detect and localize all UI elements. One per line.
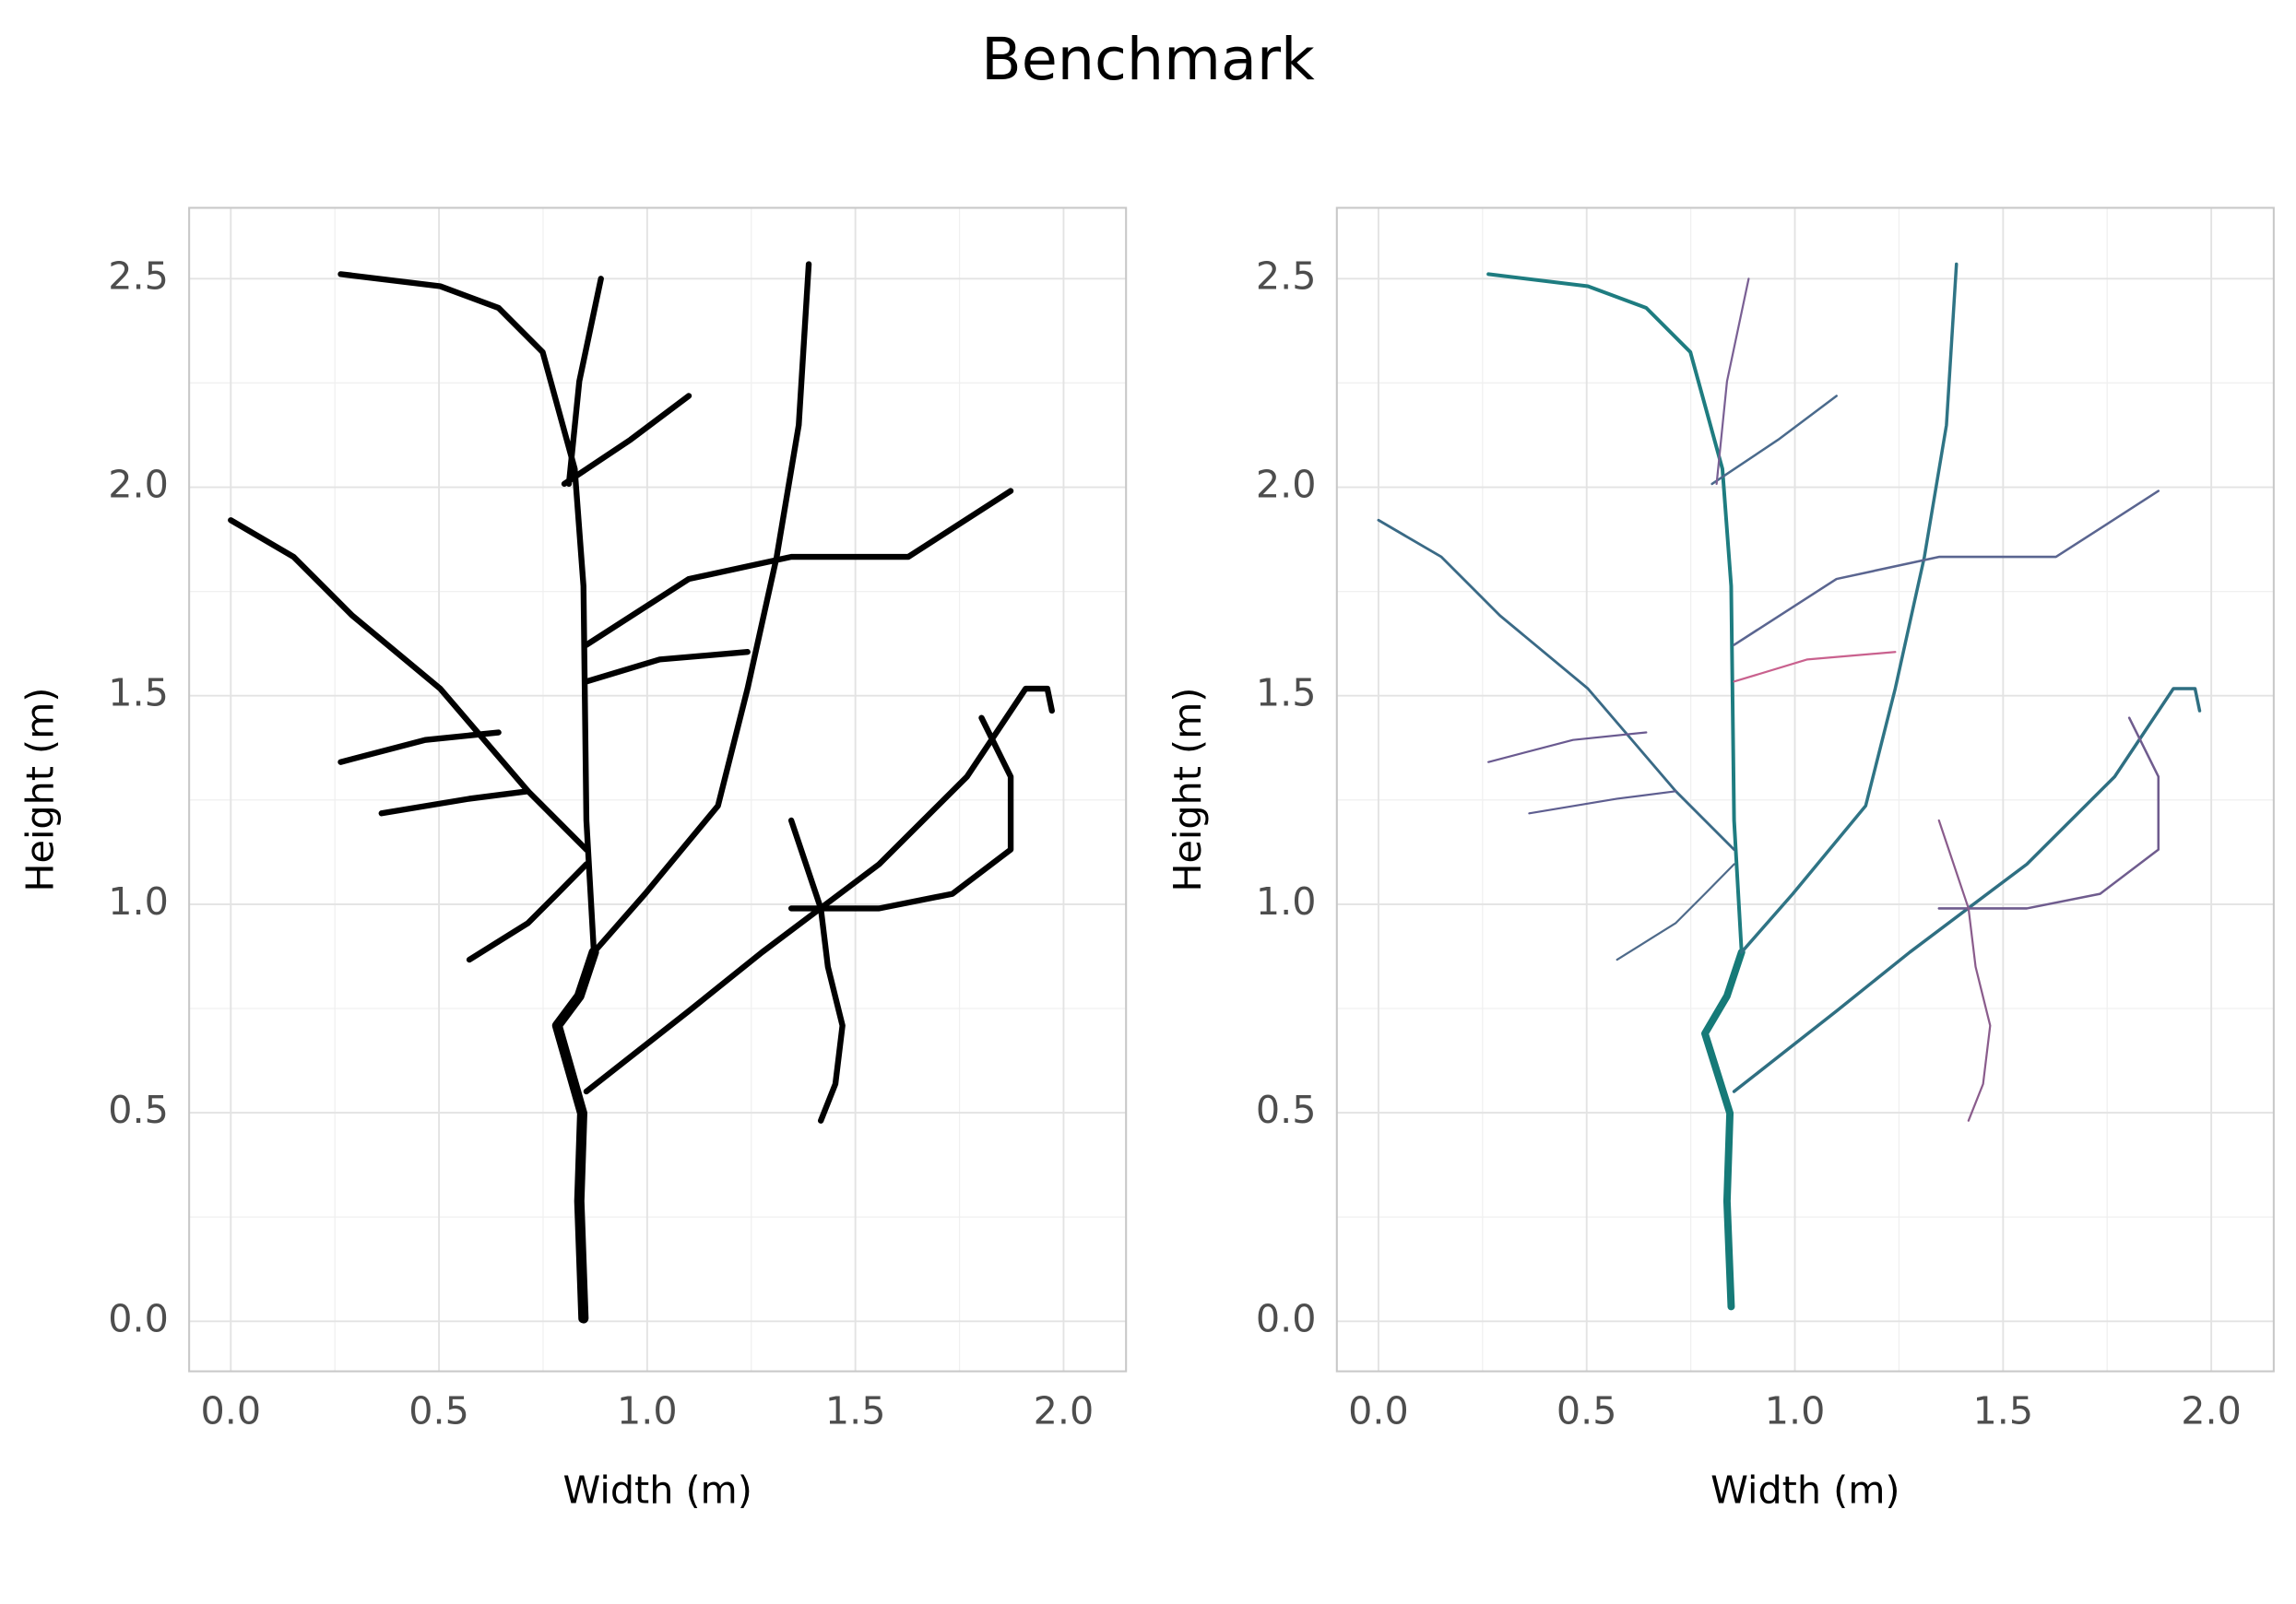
x-tick-label: 0.5 <box>408 1389 469 1433</box>
x-tick-label: 1.0 <box>617 1389 678 1433</box>
branch-line <box>337 271 598 956</box>
branch-line <box>228 517 590 853</box>
x-axis-title: Width (m) <box>562 1468 752 1512</box>
branch-line <box>1715 277 1750 486</box>
branch-line <box>787 817 846 1124</box>
y-tick-label: 2.0 <box>1256 463 1317 507</box>
y-axis-title: Height (m) <box>18 688 62 892</box>
branch-line <box>565 276 604 488</box>
x-tick-label: 0.5 <box>1556 1389 1617 1433</box>
y-tick-label: 2.5 <box>108 254 169 298</box>
branch-line <box>590 261 812 956</box>
branch-line <box>1937 819 1992 1122</box>
x-tick-label: 1.5 <box>1973 1389 2034 1433</box>
y-tick-label: 0.0 <box>1256 1296 1317 1340</box>
branch-line <box>337 729 502 765</box>
branch-line <box>561 393 692 488</box>
y-tick-label: 1.5 <box>108 671 169 715</box>
branch-line <box>583 488 1014 648</box>
branch-line <box>1487 731 1648 763</box>
branch-line <box>1733 651 1897 683</box>
y-tick-label: 1.5 <box>1256 671 1317 715</box>
branch-line <box>1615 863 1735 961</box>
x-tick-label: 0.0 <box>1348 1389 1409 1433</box>
y-tick-label: 1.0 <box>1256 879 1317 924</box>
branch-line <box>1528 790 1677 815</box>
x-tick-label: 1.5 <box>825 1389 886 1433</box>
branch-line <box>1733 489 2160 646</box>
branch-line <box>551 947 599 1324</box>
x-tick-label: 0.0 <box>200 1389 261 1433</box>
plot-border <box>1335 206 2275 1373</box>
y-tick-label: 0.0 <box>108 1296 169 1340</box>
y-tick-label: 0.5 <box>1256 1088 1317 1132</box>
branch-line <box>1377 518 1736 852</box>
y-tick-label: 1.0 <box>108 879 169 924</box>
y-tick-label: 0.5 <box>108 1088 169 1132</box>
x-tick-label: 2.0 <box>1034 1389 1095 1433</box>
branch-line <box>583 685 1055 1095</box>
branch-line <box>1937 716 2160 910</box>
branch-line <box>1701 948 1746 1311</box>
y-axis-title: Height (m) <box>1166 688 1210 892</box>
branch-line <box>378 788 531 817</box>
figure-title: Benchmark <box>981 25 1315 93</box>
y-tick-label: 2.0 <box>108 463 169 507</box>
branch-line <box>583 649 751 685</box>
branch-line <box>1739 262 1959 954</box>
plot-border <box>188 206 1128 1373</box>
x-axis-title: Width (m) <box>1710 1468 1900 1512</box>
branch-line <box>466 861 590 963</box>
branch-line <box>1732 687 2202 1093</box>
branch-line <box>1710 395 1838 486</box>
branch-line <box>1486 272 1744 954</box>
branch-line <box>787 714 1014 912</box>
x-tick-label: 1.0 <box>1765 1389 1826 1433</box>
y-tick-label: 2.5 <box>1256 254 1317 298</box>
x-tick-label: 2.0 <box>2181 1389 2242 1433</box>
